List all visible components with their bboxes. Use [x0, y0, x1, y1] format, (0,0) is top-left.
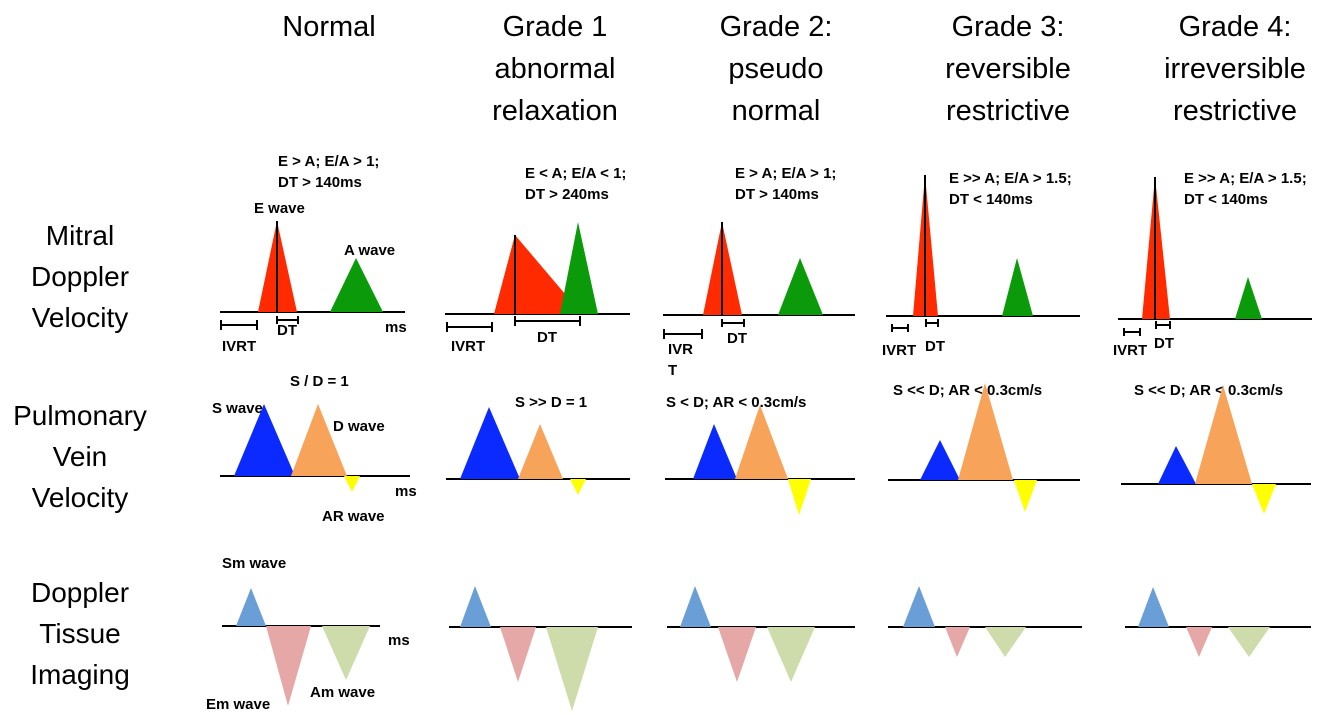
ivrt-label-grade-4: IVRT	[1113, 342, 1148, 359]
row-label-tissue-doppler: Doppler Tissue Imaging	[30, 577, 130, 690]
a-wave-grade-4	[1235, 277, 1262, 319]
d-wave-grade-2	[735, 405, 788, 479]
ivrt-label-grade-1: IVRT	[451, 338, 486, 355]
am-wave-grade-3	[985, 627, 1026, 657]
column-title-grade-4: Grade 4: irreversible restrictive	[1164, 11, 1306, 127]
column-title-grade-2: Grade 2: pseudo normal	[719, 11, 833, 127]
e-wave-label: E wave	[254, 200, 305, 217]
pv-criteria-normal: S / D = 1	[290, 373, 349, 390]
ar-wave-grade-3	[1014, 480, 1037, 512]
em-wave-normal	[266, 626, 311, 706]
ar-wave-grade-4	[1252, 484, 1276, 514]
s-wave-grade-4	[1158, 446, 1196, 484]
row-label-pulmonary-vein: Pulmonary Vein Velocity	[13, 400, 147, 513]
a-wave-grade-3	[1002, 258, 1033, 316]
em-wave-grade-3	[945, 627, 970, 657]
sm-wave-grade-3	[903, 586, 935, 627]
dt-label-grade-4: DT	[1154, 335, 1174, 352]
sm-wave-normal	[236, 588, 266, 626]
mitral-criteria-normal: E > A; E/A > 1; DT > 140ms	[278, 153, 380, 191]
em-wave-grade-1	[500, 627, 536, 682]
am-wave-grade-4	[1228, 627, 1270, 657]
d-wave-label: D wave	[333, 418, 385, 435]
ar-wave-normal	[344, 476, 360, 492]
sm-wave-grade-2	[680, 586, 711, 627]
column-title-grade-3: Grade 3: reversible restrictive	[945, 11, 1071, 127]
mitral-criteria-grade-1: E < A; E/A < 1; DT > 240ms	[525, 165, 627, 203]
column-title-normal: Normal	[282, 11, 376, 43]
column-title-grade-1: Grade 1 abnormal relaxation	[492, 11, 618, 127]
sm-wave-grade-1	[460, 586, 491, 627]
ar-wave-grade-2	[788, 479, 811, 515]
pv-criteria-grade-1: S >> D = 1	[515, 394, 588, 411]
dt-label-grade-2: DT	[727, 330, 747, 347]
em-wave-label: Em wave	[206, 696, 271, 713]
mitral-criteria-grade-3: E >> A; E/A > 1.5; DT < 140ms	[949, 170, 1072, 208]
d-wave-grade-4	[1195, 385, 1252, 484]
sm-wave-grade-4	[1138, 587, 1169, 627]
ms-label-pv: ms	[395, 483, 417, 500]
d-wave-normal	[291, 404, 347, 476]
ms-label-tissue: ms	[388, 632, 410, 649]
a-wave-grade-1	[560, 222, 598, 314]
am-wave-normal	[322, 626, 370, 680]
d-wave-grade-1	[518, 424, 563, 479]
sm-wave-label: Sm wave	[222, 555, 287, 572]
a-wave-label: A wave	[344, 242, 396, 259]
pv-criteria-grade-4: S << D; AR < 0.3cm/s	[1134, 382, 1284, 399]
d-wave-grade-3	[958, 383, 1013, 480]
pv-criteria-grade-3: S << D; AR < 0.3cm/s	[893, 382, 1043, 399]
dt-label-normal: DT	[277, 322, 297, 339]
s-wave-grade-3	[920, 440, 960, 480]
dt-label-grade-1: DT	[537, 329, 557, 346]
s-wave-grade-2	[693, 424, 737, 479]
em-wave-grade-2	[718, 627, 756, 682]
mitral-criteria-grade-4: E >> A; E/A > 1.5; DT < 140ms	[1184, 170, 1307, 208]
ar-wave-label: AR wave	[322, 508, 385, 525]
s-wave-grade-1	[460, 407, 520, 479]
mitral-criteria-grade-2: E > A; E/A > 1; DT > 140ms	[735, 165, 837, 203]
am-wave-label: Am wave	[310, 684, 376, 701]
s-wave-label: S wave	[212, 400, 263, 417]
ivrt-label-grade-3: IVRT	[882, 342, 917, 359]
interval-brackets	[220, 316, 1171, 339]
am-wave-grade-2	[767, 627, 815, 682]
am-wave-grade-1	[546, 627, 598, 711]
em-wave-grade-4	[1186, 627, 1212, 657]
ivrt-label-grade-2: IVR T	[668, 341, 694, 379]
ar-wave-grade-1	[570, 479, 586, 495]
row-label-mitral: Mitral Doppler Velocity	[30, 220, 130, 333]
a-wave-normal	[330, 258, 383, 312]
pv-criteria-grade-2: S < D; AR < 0.3cm/s	[666, 394, 807, 411]
s-wave-normal	[234, 404, 295, 476]
dt-label-grade-3: DT	[925, 338, 945, 355]
ivrt-label-normal: IVRT	[222, 338, 257, 355]
ms-label-mitral: ms	[385, 319, 407, 336]
a-wave-grade-2	[778, 258, 823, 315]
